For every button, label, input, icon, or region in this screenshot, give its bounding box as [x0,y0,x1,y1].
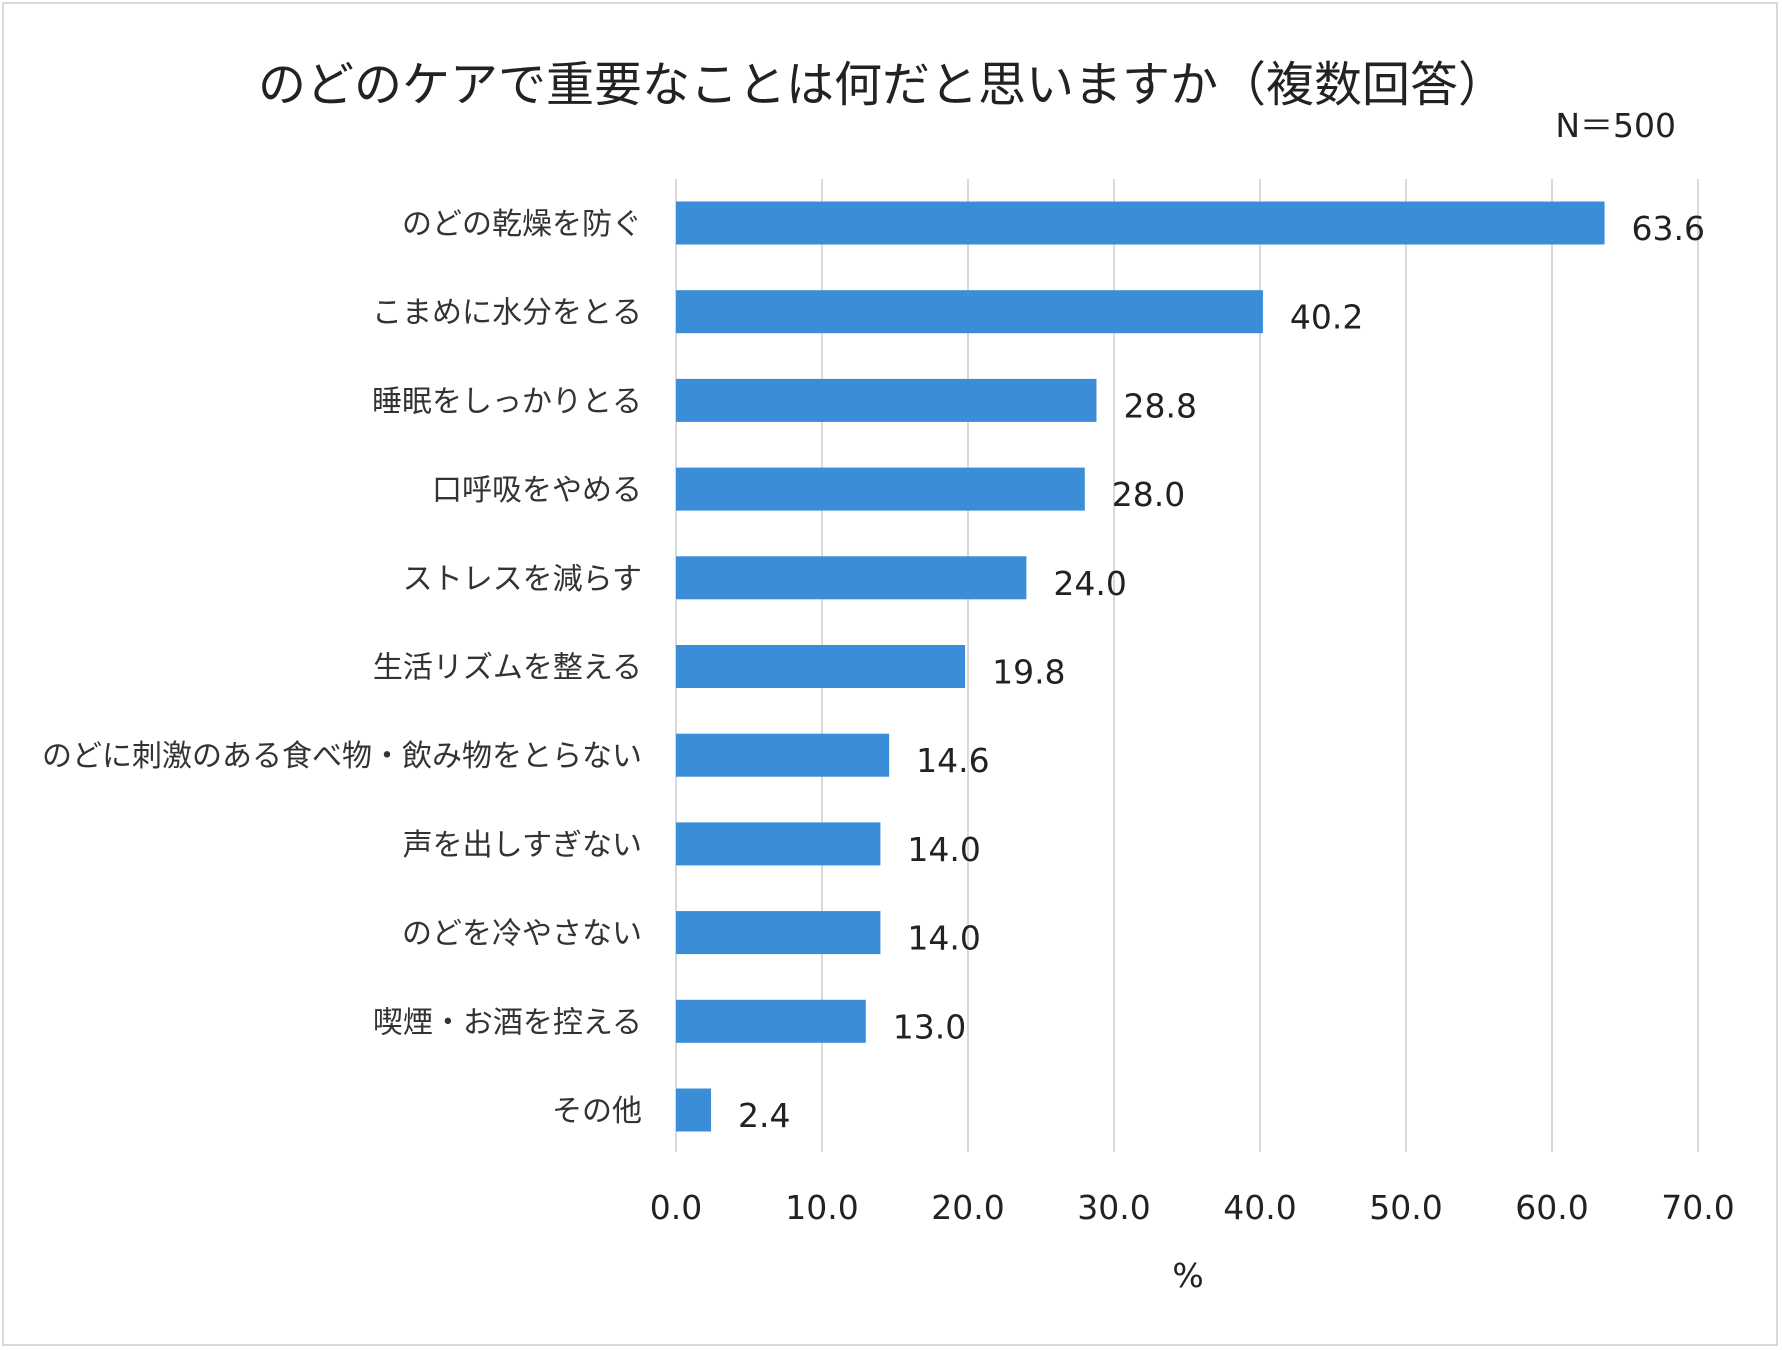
category-label: 生活リズムを整える [373,651,642,686]
category-label: その他 [552,1094,642,1129]
bars [676,201,1605,1132]
gridlines [675,179,1699,1152]
bar [676,822,881,866]
category-label: のどを冷やさない [402,917,642,952]
data-label: 28.0 [1112,475,1185,514]
x-tick-label: 20.0 [931,1188,1004,1227]
sample-size-note: N＝500 [1555,106,1676,145]
category-label: ストレスを減らす [403,562,642,597]
data-label: 14.0 [907,830,980,869]
category-label: 口呼吸をやめる [432,473,642,508]
data-label: 2.4 [738,1096,790,1135]
bar [676,999,866,1043]
data-label: 14.0 [907,919,980,958]
category-label: のどに刺激のある食べ物・飲み物をとらない [42,739,642,774]
bar [676,1088,712,1132]
bar [676,467,1085,511]
bar [676,201,1605,245]
x-tick-label: 10.0 [785,1188,858,1227]
category-label: 睡眠をしっかりとる [372,384,642,419]
x-tick-label: 60.0 [1515,1188,1588,1227]
data-label: 40.2 [1290,298,1363,337]
category-label: こまめに水分をとる [372,296,642,331]
category-labels: のどの乾燥を防ぐこまめに水分をとる睡眠をしっかりとる口呼吸をやめるストレスを減ら… [42,207,642,1129]
x-tick-label: 70.0 [1661,1188,1734,1227]
data-label: 14.6 [916,741,989,780]
x-tick-label: 50.0 [1369,1188,1442,1227]
data-label: 63.6 [1632,209,1705,248]
x-axis-title: % [1172,1256,1203,1295]
value-labels: 63.6 40.2 28.8 28.0 24.0 19.8 14.6 14.0 14.0 13.0… [738,209,1705,1135]
data-label: 13.0 [893,1007,966,1046]
bar [676,378,1097,422]
data-label: 24.0 [1053,564,1126,603]
category-label: 声を出しすぎない [403,828,642,863]
x-tick-labels: 0.0 10.0 20.0 30.0 40.0 50.0 60.0 70.0 [650,1188,1735,1227]
bar [676,733,890,777]
bar [676,645,966,688]
bar [676,556,1027,600]
category-label: 喫煙・お酒を控える [373,1005,642,1040]
data-label: 28.8 [1123,386,1196,425]
chart-title: のどのケアで重要なことは何だと思いますか（複数回答） [258,57,1506,113]
x-tick-label: 40.0 [1223,1188,1296,1227]
x-tick-label: 30.0 [1077,1188,1150,1227]
x-tick-label: 0.0 [650,1188,702,1227]
category-label: のどの乾燥を防ぐ [402,207,642,242]
bar [676,911,881,955]
bar-chart: のどのケアで重要なことは何だと思いますか（複数回答） N＝500 のどの乾燥を防… [42,57,1735,1295]
bar [676,290,1263,334]
data-label: 19.8 [992,653,1065,692]
